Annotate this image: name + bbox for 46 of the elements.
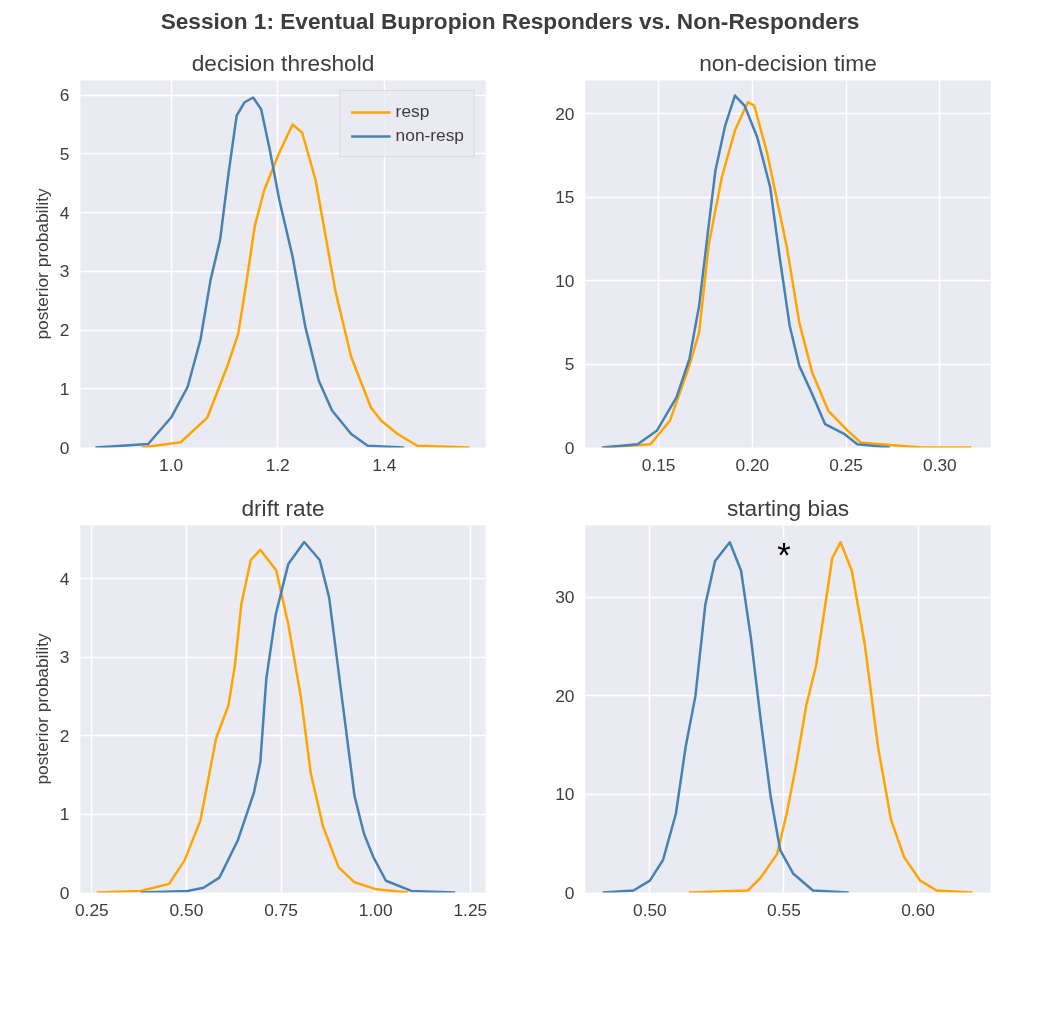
y-axis-title: posterior probability (31, 188, 52, 340)
y-tick-label: 2 (59, 726, 70, 747)
x-tick-label: 0.75 (264, 899, 298, 920)
x-tick-label: 0.25 (74, 899, 109, 920)
y-tick-label: 20 (555, 686, 575, 707)
y-tick-label: 4 (59, 202, 70, 223)
y-tick-label: 0 (564, 882, 575, 903)
x-tick-label: 0.15 (641, 454, 676, 475)
y-tick-label: 1 (59, 379, 70, 400)
y-tick-label: 0 (564, 437, 575, 458)
y-tick-label: 20 (555, 104, 575, 125)
y-tick-label: 3 (59, 261, 70, 282)
y-tick-label: 1 (59, 804, 70, 825)
x-tick-label: 0.50 (169, 899, 204, 920)
y-tick-label: 15 (555, 187, 575, 208)
x-tick-label: 1.0 (159, 454, 184, 475)
chart-title: decision threshold (191, 49, 375, 76)
chart-title: drift rate (241, 494, 325, 521)
y-tick-label: 3 (59, 647, 70, 668)
y-tick-label: 6 (59, 85, 70, 106)
y-tick-label: 30 (555, 587, 575, 608)
legend-label: resp (395, 101, 430, 123)
x-tick-label: 0.30 (923, 454, 957, 475)
annotation: * (777, 536, 791, 575)
text: Session 1: Eventual Bupropion Responders vs. Non-Responders (160, 7, 860, 36)
y-tick-label: 5 (564, 354, 575, 375)
y-tick-label: 10 (555, 784, 575, 805)
y-tick-label: 0 (59, 437, 70, 458)
y-axis-title: posterior probability (31, 633, 52, 785)
y-tick-label: 5 (59, 144, 70, 165)
y-tick-label: 10 (555, 271, 575, 292)
x-tick-label: 0.60 (901, 899, 935, 920)
legend-label: non-resp (395, 125, 464, 147)
x-tick-label: 1.4 (372, 454, 397, 475)
x-tick-label: 0.55 (767, 899, 801, 920)
y-tick-label: 0 (59, 882, 70, 903)
x-tick-label: 1.25 (453, 899, 488, 920)
x-tick-label: 1.2 (265, 454, 290, 475)
x-tick-label: 0.50 (633, 899, 667, 920)
x-tick-label: 0.25 (829, 454, 863, 475)
chart-title: non-decision time (699, 49, 877, 76)
y-tick-label: 4 (59, 569, 70, 590)
y-tick-label: 2 (59, 320, 70, 341)
x-tick-label: 0.20 (735, 454, 770, 475)
x-tick-label: 1.00 (358, 899, 393, 920)
chart-title: starting bias (726, 494, 850, 521)
